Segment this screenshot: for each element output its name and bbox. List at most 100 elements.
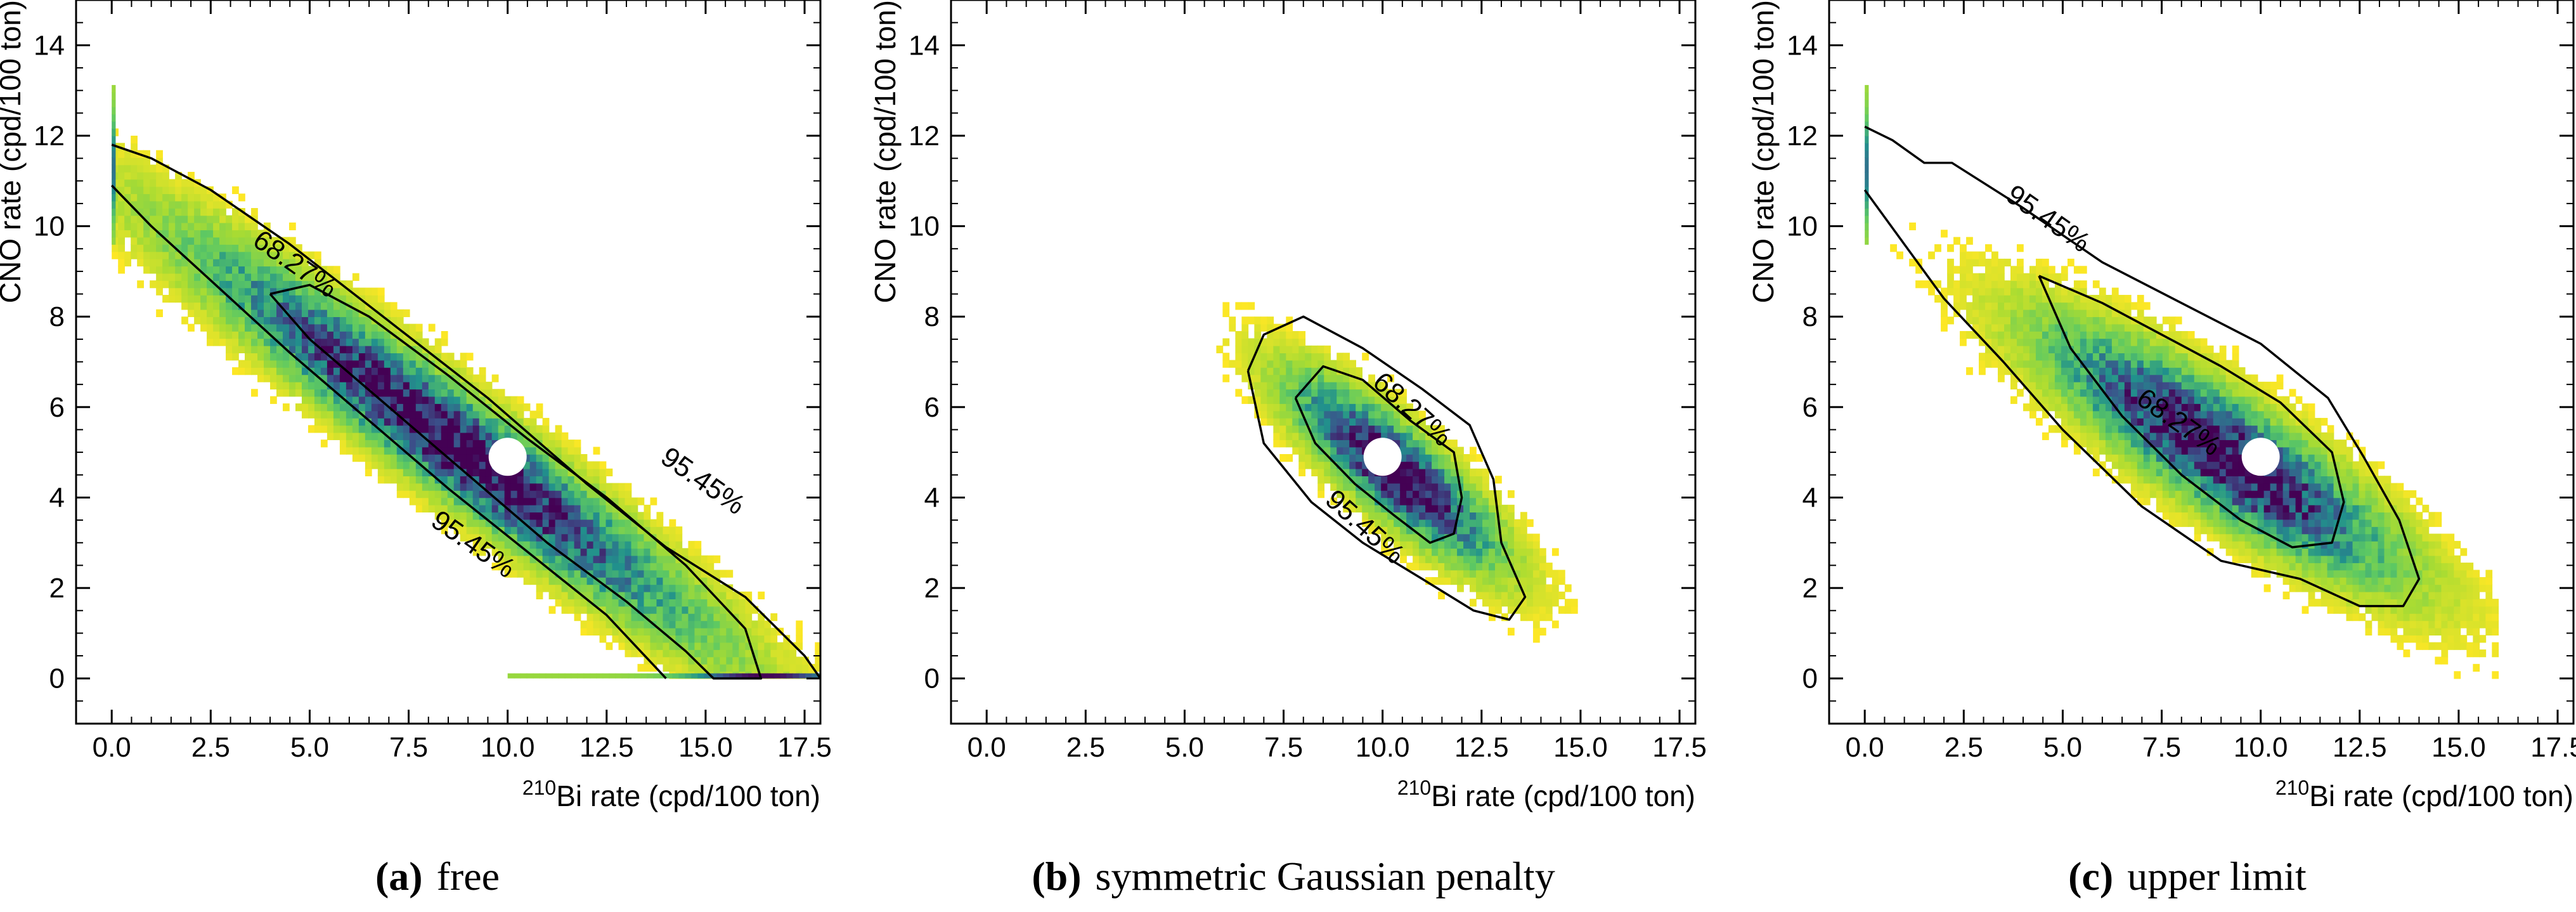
heatmap-cell xyxy=(1482,476,1489,484)
heatmap-cell xyxy=(631,497,638,505)
heatmap-cell xyxy=(2238,446,2246,455)
heatmap-cell xyxy=(2086,389,2094,397)
heatmap-cell xyxy=(1457,584,1464,592)
heatmap-cell xyxy=(1298,461,1306,469)
heatmap-cell xyxy=(2181,490,2189,498)
heatmap-cell xyxy=(2086,309,2094,317)
heatmap-cell xyxy=(352,331,359,339)
heatmap-cell xyxy=(333,287,340,296)
heatmap-cell xyxy=(1387,504,1394,513)
heatmap-cell xyxy=(194,316,201,325)
heatmap-cell xyxy=(2251,425,2258,433)
heatmap-cell xyxy=(1476,512,1483,520)
heatmap-cell xyxy=(288,222,296,231)
heatmap-cell xyxy=(466,446,474,455)
heatmap-cell xyxy=(200,309,207,317)
heatmap-cell xyxy=(2257,504,2265,513)
heatmap-cell xyxy=(1532,555,1540,563)
heatmap-cell xyxy=(384,410,391,419)
heatmap-cell xyxy=(2137,440,2144,448)
heatmap-cell xyxy=(701,649,708,658)
heatmap-cell xyxy=(2175,519,2182,527)
heatmap-cell xyxy=(745,620,753,629)
heatmap-cell xyxy=(593,504,600,513)
heatmap-cell xyxy=(377,440,385,448)
heatmap-cell xyxy=(2016,273,2024,281)
heatmap-cell xyxy=(1960,266,1967,274)
heatmap-cell xyxy=(631,635,638,643)
heatmap-cell xyxy=(2219,533,2227,542)
heatmap-cell xyxy=(2263,540,2271,549)
heatmap-cell xyxy=(2289,446,2296,455)
heatmap-cell xyxy=(428,483,436,491)
heatmap-cell xyxy=(2130,353,2138,361)
heatmap-cell xyxy=(2181,360,2189,368)
heatmap-cell xyxy=(517,526,524,535)
heatmap-cell xyxy=(327,389,334,397)
heatmap-cell xyxy=(1279,425,1287,433)
heatmap-cell xyxy=(675,563,683,571)
heatmap-cell xyxy=(460,483,467,491)
heatmap-cell xyxy=(504,425,512,433)
heatmap-cell xyxy=(2308,497,2315,505)
heatmap-cell xyxy=(1330,483,1338,491)
heatmap-cell xyxy=(188,193,195,202)
heatmap-cell xyxy=(1953,294,1960,303)
heatmap-cell xyxy=(327,374,334,382)
heatmap-cell xyxy=(2061,266,2068,274)
heatmap-cell xyxy=(320,323,328,332)
heatmap-cell xyxy=(1381,490,1388,498)
heatmap-cell xyxy=(320,316,328,325)
heatmap-cell xyxy=(739,663,746,672)
heatmap-cell xyxy=(352,338,359,346)
heatmap-cell xyxy=(2010,287,2017,296)
heatmap-cell xyxy=(1432,577,1439,585)
heatmap-cell xyxy=(434,490,442,498)
heatmap-cell xyxy=(2035,360,2043,368)
heatmap-cell xyxy=(2232,555,2239,563)
heatmap-cell xyxy=(605,555,613,563)
heatmap-cell xyxy=(1413,519,1420,527)
heatmap-cell xyxy=(288,345,296,354)
heatmap-cell xyxy=(320,367,328,375)
heatmap-cell xyxy=(2105,294,2113,303)
heatmap-cell xyxy=(644,663,651,672)
heatmap-cell xyxy=(472,396,480,404)
heatmap-cell xyxy=(2263,555,2271,563)
heatmap-cell xyxy=(2270,483,2277,491)
heatmap-cell xyxy=(1400,396,1407,404)
heatmap-cell xyxy=(1470,519,1477,527)
heatmap-cell xyxy=(2073,417,2081,426)
heatmap-cell xyxy=(2156,396,2163,404)
heatmap-cell xyxy=(1985,338,1992,346)
heatmap-cell xyxy=(580,453,588,462)
heatmap-cell xyxy=(777,663,784,672)
heatmap-cell xyxy=(1381,519,1388,527)
heatmap-cell xyxy=(498,519,505,527)
heatmap-cell xyxy=(2257,410,2265,419)
heatmap-cell xyxy=(213,287,220,296)
heatmap-cell xyxy=(251,237,258,245)
heatmap-cell xyxy=(682,620,689,629)
heatmap-cell xyxy=(1337,360,1344,368)
heatmap-cell xyxy=(226,237,233,245)
heatmap-cell xyxy=(2168,367,2176,375)
heatmap-cell xyxy=(2080,266,2087,274)
heatmap-cell xyxy=(2289,468,2296,477)
heatmap-cell xyxy=(415,504,423,513)
heatmap-cell xyxy=(1438,446,1445,455)
heatmap-cell xyxy=(2149,338,2157,346)
heatmap-cell xyxy=(2181,417,2189,426)
heatmap-cell xyxy=(1998,331,2005,339)
heatmap-cell xyxy=(2042,353,2049,361)
heatmap-cell xyxy=(131,208,138,216)
heatmap-cell xyxy=(548,591,556,599)
heatmap-cell xyxy=(1381,417,1388,426)
heatmap-cell xyxy=(2061,287,2068,296)
heatmap-cell xyxy=(656,613,664,622)
heatmap-cell xyxy=(567,446,575,455)
heatmap-cell xyxy=(2048,389,2055,397)
heatmap-cell xyxy=(2149,381,2157,390)
heatmap-cell xyxy=(1438,540,1445,549)
heatmap-cell xyxy=(637,497,645,505)
